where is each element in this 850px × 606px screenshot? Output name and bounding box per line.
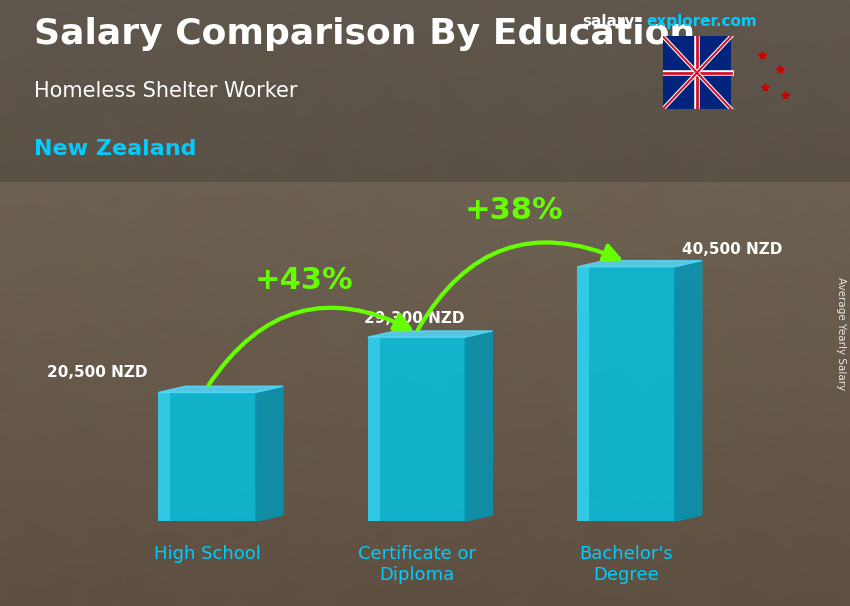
Text: Bachelor's
Degree: Bachelor's Degree xyxy=(579,545,673,584)
Text: +43%: +43% xyxy=(255,266,354,295)
Text: New Zealand: New Zealand xyxy=(34,139,196,159)
FancyBboxPatch shape xyxy=(577,267,675,521)
Text: Average Yearly Salary: Average Yearly Salary xyxy=(836,277,846,390)
Bar xyxy=(663,36,731,109)
Polygon shape xyxy=(577,261,702,267)
Text: Homeless Shelter Worker: Homeless Shelter Worker xyxy=(34,81,298,101)
Text: Certificate or
Diploma: Certificate or Diploma xyxy=(358,545,475,584)
Polygon shape xyxy=(675,261,702,521)
Polygon shape xyxy=(465,331,492,521)
FancyBboxPatch shape xyxy=(368,337,465,521)
FancyBboxPatch shape xyxy=(158,393,170,521)
Text: High School: High School xyxy=(154,545,260,563)
Text: Salary Comparison By Education: Salary Comparison By Education xyxy=(34,17,695,51)
Polygon shape xyxy=(256,386,283,521)
Text: explorer.com: explorer.com xyxy=(646,13,756,28)
Text: 29,300 NZD: 29,300 NZD xyxy=(364,311,465,326)
Text: 40,500 NZD: 40,500 NZD xyxy=(682,242,782,258)
FancyBboxPatch shape xyxy=(368,337,380,521)
Text: salary: salary xyxy=(582,13,635,28)
Polygon shape xyxy=(158,386,283,393)
Polygon shape xyxy=(368,331,492,337)
Text: 20,500 NZD: 20,500 NZD xyxy=(47,365,147,380)
FancyBboxPatch shape xyxy=(577,267,589,521)
FancyBboxPatch shape xyxy=(158,393,256,521)
Text: +38%: +38% xyxy=(464,196,563,225)
